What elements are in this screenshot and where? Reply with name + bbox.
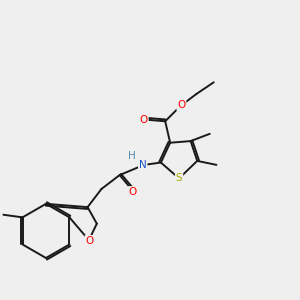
Text: O: O (140, 115, 148, 124)
Text: O: O (129, 187, 137, 197)
Text: O: O (177, 100, 185, 110)
Text: O: O (85, 236, 94, 246)
Text: S: S (176, 173, 182, 183)
Text: N: N (139, 160, 147, 170)
Text: H: H (128, 151, 136, 161)
